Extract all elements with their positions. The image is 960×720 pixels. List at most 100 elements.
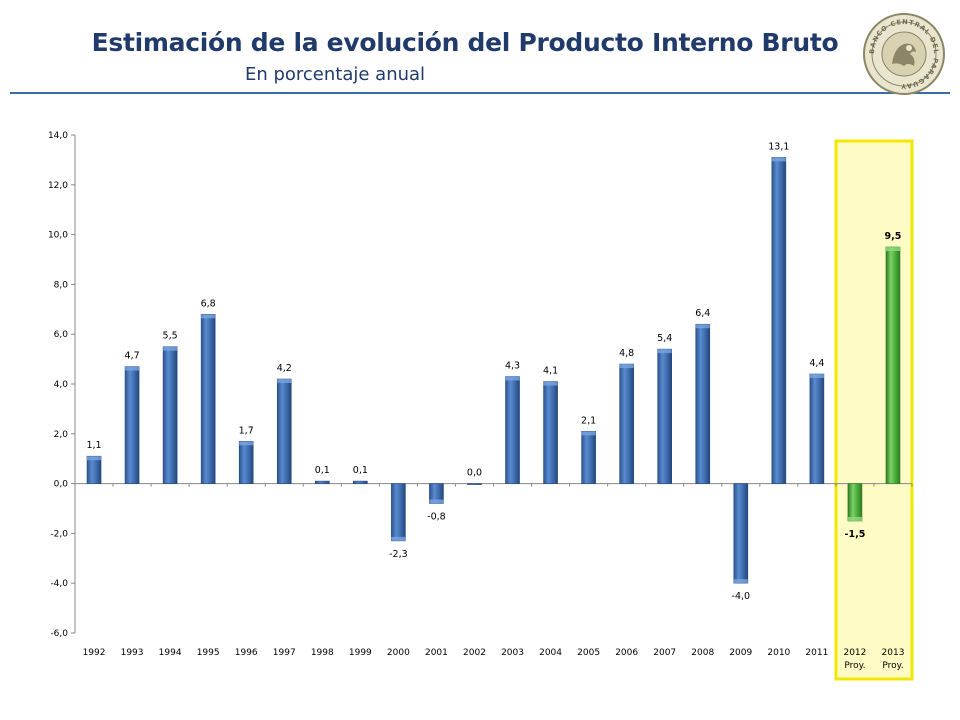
data-label-2011: 4,4 [809,358,824,369]
y-tick-label: 10,0 [48,231,68,241]
bar-1998 [314,480,330,484]
data-label-1999: 0,1 [353,465,368,476]
bar-2006 [619,363,634,484]
bar-2002 [467,483,482,485]
bar-cap [239,441,254,446]
bar-cap [505,376,520,381]
axes-group: 14,0 12,0 10,0 8,0 6,0 4,0 2,0 0,0 -2,0 -4,0 -6,0 1… [48,131,913,671]
x-tick-label: 1999 [349,648,372,658]
x-tick-label: 2005 [577,648,600,658]
data-label-2005: 2,1 [581,415,596,426]
bar-cap [87,456,102,461]
x-tick-sublabel: Proy. [844,661,865,671]
x-tick-label: 1994 [159,648,182,658]
data-label-1995: 6,8 [201,298,216,309]
y-tick-label: 12,0 [48,181,68,191]
x-tick-label: 2004 [539,648,562,658]
bar-2001 [429,483,444,504]
bar-cap [201,314,216,319]
data-labels-group: 1,1 4,7 5,5 6,8 1,7 4,2 0,1 0,1 -2,3 -0,8 0,0 4,3 4,… [86,141,901,602]
bar-2009 [733,483,749,584]
data-label-2004: 4,1 [543,366,558,377]
bar-2010 [771,157,787,484]
data-label-2002: 0,0 [467,468,482,479]
y-tick-label: -6,0 [50,629,68,639]
x-tick-label: 2013 [882,648,905,658]
data-label-2009: -4,0 [732,591,751,602]
data-label-2008: 6,4 [695,308,710,319]
bar-2005 [581,431,596,484]
x-tick-label: 2003 [501,648,524,658]
bar-cap [277,379,292,384]
data-label-2007: 5,4 [657,333,672,344]
bar-1996 [238,440,254,484]
x-tick-sublabel: Proy. [882,661,903,671]
y-tick-label: 8,0 [54,280,69,290]
x-tick-label: 2001 [425,648,448,658]
bar-cap [885,247,900,252]
data-label-2010: 13,1 [768,141,789,152]
x-tick-label: 2009 [729,648,752,658]
bar-cap [125,366,140,371]
bar-cap [429,499,444,504]
y-tick-label: -2,0 [50,529,68,539]
bar-cap [695,324,710,329]
data-label-2013: 9,5 [885,231,902,242]
bar-1994 [162,346,178,484]
bar-cap [657,349,672,354]
header-divider [10,92,950,94]
bar-1999 [353,480,368,484]
data-label-1998: 0,1 [315,465,330,476]
x-tick-label: 2012 [843,648,866,658]
bar-2011 [809,373,825,484]
data-label-1997: 4,2 [277,363,292,374]
bar-1997 [276,378,292,484]
bar-1992 [86,455,102,484]
x-tick-label: 1997 [273,648,296,658]
chart-title: Estimación de la evolución del Producto … [91,28,839,57]
data-label-2000: -2,3 [389,549,408,560]
data-label-2001: -0,8 [427,512,446,523]
x-tick-label: 2010 [767,648,790,658]
bar-1993 [124,366,140,484]
bar-2012 [847,483,863,522]
bar-2003 [505,376,520,484]
data-label-1996: 1,7 [239,425,254,436]
x-tick-label: 2000 [387,648,410,658]
x-tick-label: 1992 [83,648,106,658]
bars-group [86,157,901,584]
chart-subtitle: En porcentaje anual [244,64,426,85]
x-tick-label: 2008 [691,648,714,658]
x-tick-label: 1993 [121,648,144,658]
bar-2000 [391,483,406,542]
bar-cap [771,157,786,162]
bar-1995 [200,313,216,484]
bar-cap [163,346,178,351]
bar-2008 [695,323,711,484]
projection-highlight-box [834,139,914,681]
bar-2004 [543,381,558,484]
bar-cap [581,431,596,436]
bar-cap [809,374,824,379]
x-tick-label: 1995 [197,648,220,658]
x-tick-label: 2011 [805,648,828,658]
x-tick-label: 2007 [653,648,676,658]
bar-cap [391,536,406,541]
data-label-2003: 4,3 [505,361,520,372]
bar-2013 [885,246,901,484]
x-tick-label: 2002 [463,648,486,658]
data-label-2006: 4,8 [619,348,634,359]
y-tick-label: 0,0 [54,480,69,490]
y-tick-label: 2,0 [54,430,69,440]
y-tick-label: 4,0 [54,380,69,390]
data-label-2012: -1,5 [845,529,866,540]
x-tick-label: 1996 [235,648,258,658]
x-tick-label: 2006 [615,648,638,658]
data-label-1994: 5,5 [163,331,178,342]
y-tick-label: 14,0 [48,131,68,141]
bar-cap [619,364,634,369]
bar-cap [847,516,862,521]
bar-2007 [657,348,673,484]
bar-cap [543,381,558,386]
